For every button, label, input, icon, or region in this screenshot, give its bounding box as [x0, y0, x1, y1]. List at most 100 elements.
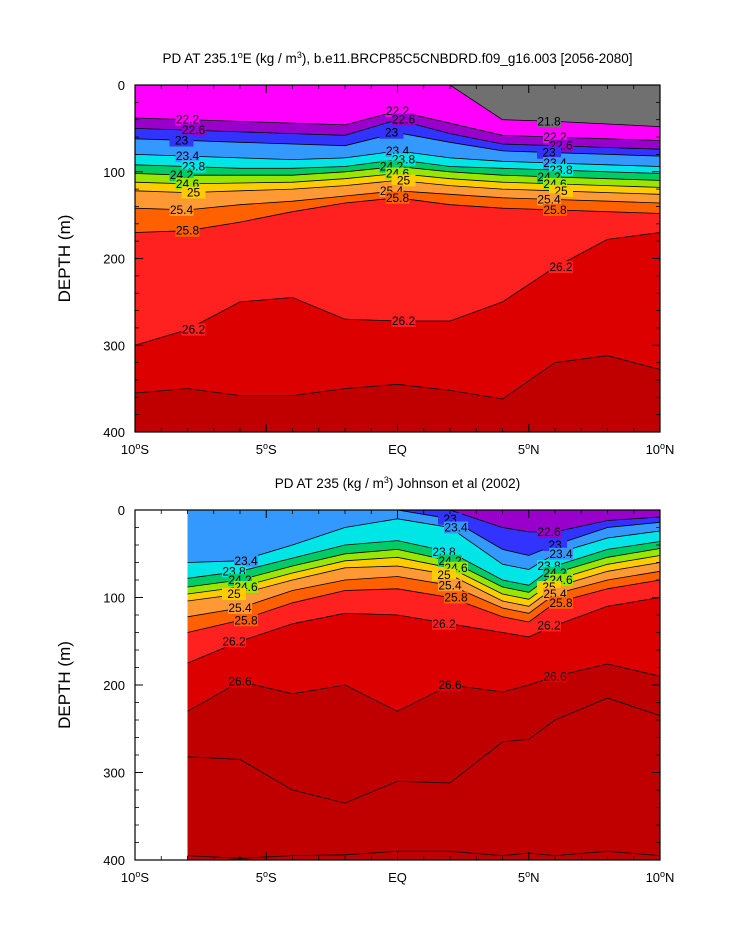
contour-label-bg [175, 224, 200, 237]
contour-label-bg [438, 579, 462, 592]
x-tick-label: 5oN [518, 441, 540, 457]
contour-label: 26.2 [549, 260, 573, 274]
contour-label-bg [391, 174, 416, 187]
contour-label-bg [169, 203, 194, 216]
contour-label: 23 [542, 146, 556, 160]
contour-field: 22.6232323.423.423.423.823.823.824.224.2… [187, 510, 660, 860]
contour-line [135, 85, 660, 127]
y-axis-label: DEPTH (m) [55, 215, 74, 303]
contour-label: 26.2 [537, 619, 561, 633]
contour-label: 26.6 [438, 678, 462, 692]
contour-label-bg [549, 261, 573, 274]
contour-label-bg [549, 547, 573, 560]
contour-line [187, 850, 660, 859]
contour-label: 25 [397, 173, 411, 187]
contour-label: 22.2 [176, 113, 200, 127]
contour-label: 23.4 [234, 554, 258, 568]
contour-label-bg [537, 115, 561, 128]
y-tick-label: 200 [103, 678, 125, 693]
contour-label: 26.6 [543, 669, 567, 683]
contour-label-bg [438, 679, 462, 691]
contour-label: 25.4 [537, 193, 561, 207]
panel-johnson-observations: 22.6232323.423.423.423.823.823.824.224.2… [55, 475, 674, 885]
y-tick-label: 300 [103, 766, 125, 781]
y-tick-label: 100 [103, 165, 125, 180]
contour-label: 25.8 [176, 224, 200, 238]
contour-label: 26.2 [182, 323, 206, 337]
contour-label-bg [228, 675, 252, 688]
y-tick-label: 300 [103, 338, 125, 353]
y-axis-label: DEPTH (m) [55, 641, 74, 729]
contour-label-bg [385, 191, 410, 204]
contour-label: 25 [437, 568, 451, 582]
x-tick-label: 10oS [121, 441, 149, 457]
density-band [135, 85, 660, 127]
contour-label: 25.8 [444, 591, 468, 605]
contour-label: 23.4 [176, 149, 200, 163]
y-tick-label: 400 [103, 425, 125, 440]
contour-label-bg [391, 113, 416, 126]
contour-label-bg [222, 635, 246, 648]
x-tick-label: 10oN [646, 869, 675, 885]
contour-label-bg [181, 186, 206, 199]
contour-label: 23 [175, 134, 189, 148]
x-tick-label: 10oS [121, 869, 149, 885]
contour-label-bg [444, 591, 468, 604]
contour-label-bg [228, 602, 252, 614]
contour-label: 25.8 [234, 613, 258, 627]
contour-label: 23.4 [549, 547, 573, 561]
contour-label-bg [222, 588, 246, 600]
chart-title: PD AT 235 (kg / m3) Johnson et al (2002) [275, 475, 520, 491]
contour-label-bg [391, 314, 416, 327]
y-tick-label: 400 [103, 853, 125, 868]
contour-label-bg [432, 568, 456, 581]
y-tick-label: 0 [118, 78, 125, 93]
x-tick-label: 5oN [518, 869, 540, 885]
contour-label-bg [234, 614, 258, 627]
contour-label: 26.6 [228, 675, 252, 689]
contour-label: 25.4 [170, 203, 194, 217]
contour-label-bg [543, 670, 567, 683]
contour-label-bg [537, 193, 561, 206]
contour-label: 25.4 [438, 578, 462, 592]
y-tick-label: 0 [118, 503, 125, 518]
contour-label: 22.6 [537, 525, 561, 539]
y-tick-label: 200 [103, 252, 125, 267]
contour-label-bg [181, 124, 206, 137]
contour-label: 25.8 [386, 191, 410, 205]
y-tick-label: 100 [103, 591, 125, 606]
contour-label: 22.6 [182, 123, 206, 137]
contour-label: 23 [385, 126, 399, 140]
contour-label-bg [379, 126, 404, 139]
x-tick-label: EQ [388, 442, 407, 457]
contour-label: 23.4 [444, 521, 468, 535]
contour-line [135, 355, 660, 400]
x-tick-label: EQ [388, 870, 407, 885]
contour-label-bg [543, 203, 567, 216]
contour-label-bg [175, 113, 200, 126]
contour-label: 25 [187, 186, 201, 200]
contour-line [187, 510, 660, 533]
contour-label-bg [537, 619, 561, 632]
contour-label-bg [537, 525, 561, 538]
contour-label-bg [234, 554, 258, 567]
contour-line [187, 697, 660, 804]
contour-label: 26.2 [432, 617, 456, 631]
contour-label: 21.8 [537, 114, 561, 128]
contour-label-bg [181, 323, 206, 336]
contour-label: 25.8 [543, 203, 567, 217]
contour-label: 25.4 [228, 601, 252, 615]
chart-title: PD AT 235.1oE (kg / m3), b.e11.BRCP85C5C… [162, 50, 632, 66]
contour-label: 22.6 [392, 113, 416, 127]
contour-label-bg [444, 521, 468, 534]
contour-label-bg [549, 596, 573, 609]
contour-label: 25.8 [549, 596, 573, 610]
contour-label-bg [537, 146, 561, 159]
contour-label-bg [432, 617, 456, 630]
contour-label: 26.2 [392, 314, 416, 328]
x-tick-label: 10oN [646, 441, 675, 457]
contour-label-bg [169, 134, 194, 147]
